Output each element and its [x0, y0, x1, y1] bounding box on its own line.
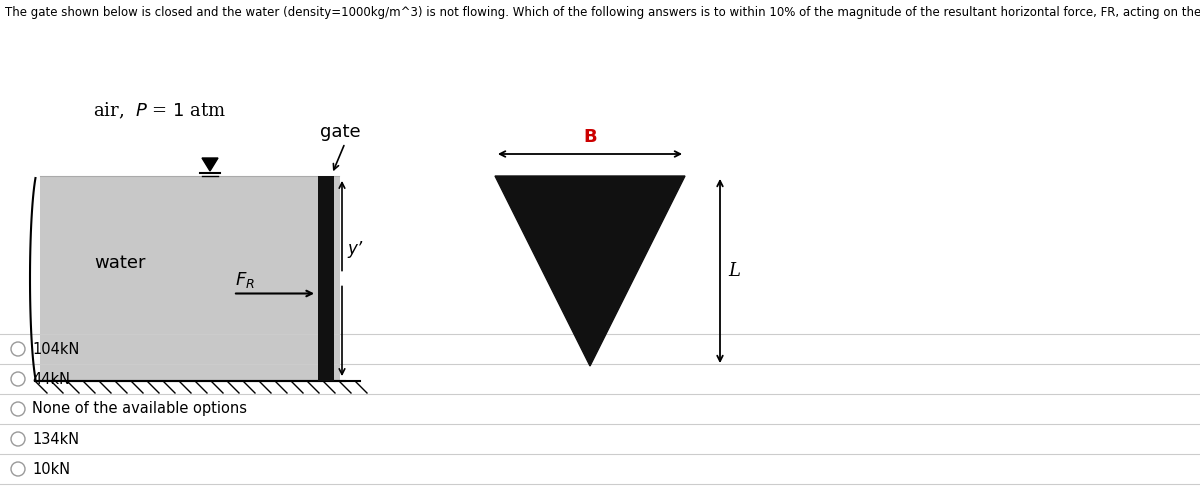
Bar [40, 176, 340, 381]
Text: The gate shown below is closed and the water (density=1000kg/m^3) is not flowing: The gate shown below is closed and the w… [5, 6, 1200, 19]
Text: 44kN: 44kN [32, 372, 70, 386]
Text: 10kN: 10kN [32, 461, 70, 477]
Text: air,  $P$ = $1$ atm: air, $P$ = $1$ atm [94, 101, 227, 121]
Text: 104kN: 104kN [32, 342, 79, 357]
Text: 134kN: 134kN [32, 432, 79, 446]
Text: L: L [728, 262, 740, 280]
Text: None of the available options: None of the available options [32, 401, 247, 417]
Text: y’: y’ [347, 240, 362, 257]
Bar [318, 176, 334, 381]
Text: water: water [95, 254, 145, 272]
Text: gate: gate [319, 123, 360, 141]
Text: B: B [583, 128, 596, 146]
Polygon shape [202, 158, 218, 171]
Polygon shape [496, 176, 685, 366]
Text: $F_R$: $F_R$ [235, 269, 254, 290]
